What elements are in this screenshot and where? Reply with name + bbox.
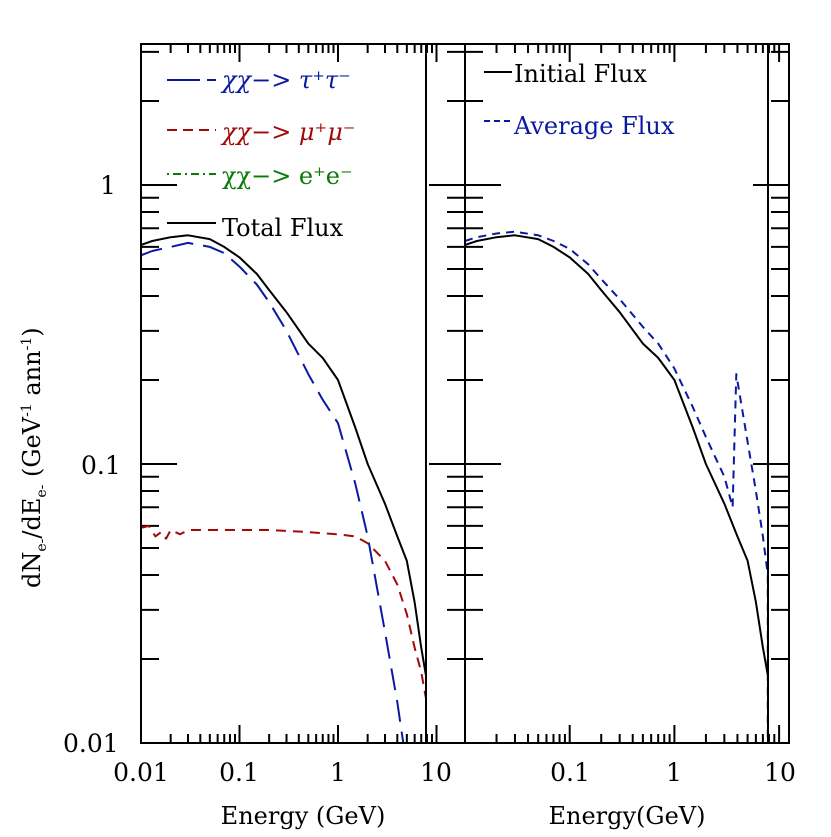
legend-label-e: χχ−> e⁺e⁻ xyxy=(222,162,353,190)
data-curves xyxy=(140,230,769,744)
left-x-axis-label: Energy (GeV) xyxy=(221,802,386,830)
y-tick-label-0.01: 0.01 xyxy=(63,729,119,758)
right-series-initial-flux-curve xyxy=(464,234,769,676)
x-tick-label-0.01: 0.01 xyxy=(113,758,169,787)
left-series-total-flux-curve xyxy=(140,234,427,676)
left-series--curve xyxy=(140,524,427,699)
ylabel-sup1: -1 xyxy=(19,403,35,417)
right-x-tick-label-0.1: 0.1 xyxy=(550,758,590,787)
x-tick-label-10: 10 xyxy=(420,758,452,787)
right-series-average-flux-curve xyxy=(464,230,769,743)
x-tick-label-1: 1 xyxy=(330,758,346,787)
legend-label-tau: χχ−> τ⁺τ⁻ xyxy=(220,66,351,94)
legend-label-average: Average Flux xyxy=(513,112,675,140)
axis-ticks xyxy=(141,44,789,743)
ylabel-sub-e2: e- xyxy=(34,484,50,497)
ylabel-sup2: -1 xyxy=(19,337,35,351)
right-legend: Initial Flux Average Flux xyxy=(484,60,675,140)
ylabel-gev: (GeV xyxy=(18,416,46,484)
legend-label-total: Total Flux xyxy=(222,214,344,242)
right-x-axis-label: Energy(GeV) xyxy=(548,802,705,830)
ylabel-sub-e1: e- xyxy=(34,538,50,551)
legend-label-initial: Initial Flux xyxy=(514,60,647,88)
legend-label-mu: χχ−> μ⁺μ⁻ xyxy=(220,118,355,146)
left-legend: χχ−> τ⁺τ⁻ χχ−> μ⁺μ⁻ χχ−> e⁺e⁻ Total Flux xyxy=(167,66,355,242)
right-plot-frame xyxy=(464,43,790,744)
y-tick-label-1: 1 xyxy=(100,171,116,200)
y-tick-label-0.1: 0.1 xyxy=(81,451,121,480)
ylabel-close: ) xyxy=(18,327,46,336)
svg-text:dNe-/dEe- (GeV-1 ann-1): dNe-/dEe- (GeV-1 ann-1) xyxy=(18,327,50,588)
right-x-tick-label-10: 10 xyxy=(764,758,796,787)
ylabel-dE: /dE xyxy=(18,498,46,539)
ylabel-dN: dN xyxy=(18,552,46,588)
left-plot-frame xyxy=(140,43,466,744)
left-series--curve xyxy=(140,241,405,744)
ylabel-ann: ann xyxy=(18,350,46,403)
right-x-tick-label-1: 1 xyxy=(666,758,682,787)
x-tick-label-0.1: 0.1 xyxy=(219,758,259,787)
y-axis-label: dNe-/dEe- (GeV-1 ann-1) xyxy=(18,327,50,588)
